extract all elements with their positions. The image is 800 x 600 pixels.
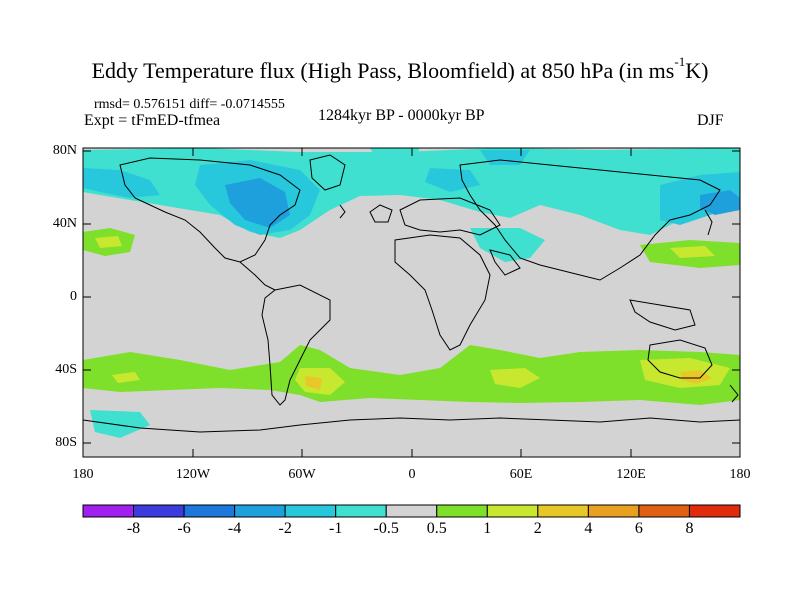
experiment-label: Expt = tFmED-tfmea	[84, 112, 221, 129]
title-text: Eddy Temperature flux (High Pass, Bloomf…	[91, 58, 675, 83]
lat-label: 40N	[52, 216, 77, 231]
lon-label: 180	[72, 467, 94, 482]
colorbar-label: -0.5	[373, 520, 399, 537]
colorbar-label: -1	[329, 520, 343, 537]
colorbar-label: 6	[634, 520, 643, 537]
lon-label: 60W	[288, 467, 316, 482]
colorbar-swatch	[385, 504, 438, 518]
lon-label: 60E	[509, 467, 533, 482]
colorbar-swatch	[436, 504, 488, 518]
map-title: Eddy Temperature flux (High Pass, Bloomf…	[0, 54, 800, 84]
title-unit: K)	[685, 58, 709, 83]
colorbar-label: -6	[177, 520, 191, 537]
colorbar-label: 1	[483, 520, 492, 537]
colorbar-swatch	[234, 504, 286, 518]
colorbar-label: -8	[126, 520, 141, 537]
colorbar-swatch	[688, 504, 741, 518]
colorbar-swatch	[82, 504, 135, 518]
lat-label: 80N	[52, 143, 77, 158]
lat-label: 80S	[55, 435, 77, 450]
lat-label: 0	[70, 289, 77, 304]
season-label: DJF	[697, 112, 724, 129]
colorbar-label: -4	[227, 520, 242, 537]
positive-patch-north-pacific	[83, 228, 740, 268]
title-exponent: -1	[674, 54, 686, 69]
rmsd-diff-stats: rmsd= 0.576151 diff= -0.0714555	[94, 97, 285, 112]
lon-label: 180	[729, 467, 751, 482]
colorbar-swatch	[335, 504, 387, 518]
lon-label: 0	[408, 467, 416, 482]
coastlines	[83, 154, 740, 433]
period-label: 1284kyr BP - 0000kyr BP	[318, 107, 485, 124]
colorbar-swatch	[638, 504, 690, 518]
lon-ticks	[82, 148, 741, 457]
colorbar-swatch	[486, 504, 539, 518]
colorbar-swatch	[537, 504, 589, 518]
colorbar-label: 2	[533, 520, 542, 537]
map-field	[83, 148, 740, 457]
lat-ticks	[83, 150, 740, 444]
colorbar-swatch	[284, 504, 337, 518]
colorbar-label: -2	[278, 520, 292, 537]
colorbar-label: 0.5	[426, 520, 447, 537]
lat-label: 40S	[55, 362, 77, 377]
colorbar-swatch	[587, 504, 640, 518]
lon-label: 120W	[175, 467, 211, 482]
lon-label: 120E	[616, 467, 646, 482]
colorbar-swatch	[133, 504, 185, 518]
colorbar-label: 4	[584, 520, 593, 537]
colorbar-label: 8	[685, 520, 694, 537]
colorbar	[82, 504, 741, 518]
colorbar-swatch	[183, 504, 236, 518]
